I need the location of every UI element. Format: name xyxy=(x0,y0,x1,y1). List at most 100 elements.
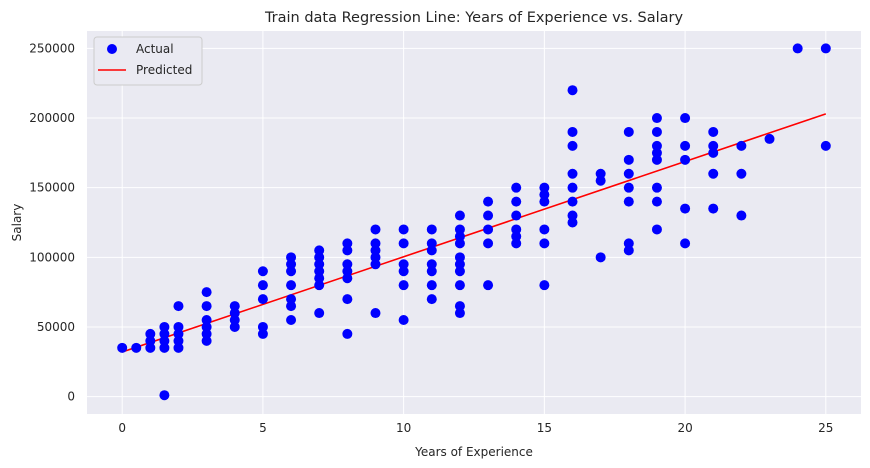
y-tick-labels: 0 50000 100000 150000 200000 250000 xyxy=(29,41,75,403)
scatter-point xyxy=(454,308,465,319)
scatter-point xyxy=(483,196,494,207)
legend-label-actual: Actual xyxy=(136,42,174,56)
scatter-point xyxy=(159,342,170,353)
y-tick-label: 100000 xyxy=(29,250,75,264)
scatter-point xyxy=(159,390,170,401)
scatter-point xyxy=(567,140,578,151)
scatter-point xyxy=(145,335,156,346)
scatter-point xyxy=(426,238,437,249)
scatter-point xyxy=(370,238,381,249)
y-axis-label: Salary xyxy=(10,204,24,242)
scatter-point xyxy=(651,224,662,235)
y-tick-label: 200000 xyxy=(29,111,75,125)
scatter-point xyxy=(820,43,831,54)
scatter-point xyxy=(708,168,719,179)
scatter-point xyxy=(820,140,831,151)
scatter-point xyxy=(567,196,578,207)
scatter-point xyxy=(286,266,297,277)
scatter-point xyxy=(623,245,634,256)
scatter-point xyxy=(398,224,409,235)
scatter-point xyxy=(567,168,578,179)
scatter-point xyxy=(257,321,268,332)
scatter-point xyxy=(651,196,662,207)
scatter-point xyxy=(257,266,268,277)
scatter-point xyxy=(370,308,381,319)
scatter-point xyxy=(651,140,662,151)
scatter-point xyxy=(314,259,325,270)
scatter-point xyxy=(651,154,662,165)
scatter-point xyxy=(342,273,353,284)
scatter-point xyxy=(567,182,578,193)
scatter-point xyxy=(736,140,747,151)
scatter-point xyxy=(173,321,184,332)
grid-lines xyxy=(87,31,861,414)
scatter-point xyxy=(342,238,353,249)
scatter-point xyxy=(708,203,719,214)
scatter-point xyxy=(454,280,465,291)
scatter-point xyxy=(201,321,212,332)
scatter-point xyxy=(511,210,522,221)
scatter-point xyxy=(623,168,634,179)
scatter-point xyxy=(370,245,381,256)
scatter-point xyxy=(483,210,494,221)
scatter-point xyxy=(792,43,803,54)
scatter-point xyxy=(426,245,437,256)
scatter-point xyxy=(483,280,494,291)
scatter-point xyxy=(511,182,522,193)
scatter-point xyxy=(623,196,634,207)
scatter-point xyxy=(595,168,606,179)
scatter-point xyxy=(159,335,170,346)
legend-scatter-marker xyxy=(107,44,117,54)
scatter-point xyxy=(286,314,297,325)
scatter-point xyxy=(370,224,381,235)
scatter-point xyxy=(145,328,156,339)
scatter-point xyxy=(511,196,522,207)
scatter-point xyxy=(426,259,437,270)
scatter-point xyxy=(567,85,578,96)
scatter-point xyxy=(229,314,240,325)
scatter-point xyxy=(595,175,606,186)
scatter-point xyxy=(159,321,170,332)
legend: Actual Predicted xyxy=(93,36,203,86)
scatter-point xyxy=(539,182,550,193)
scatter-point xyxy=(159,328,170,339)
scatter-point xyxy=(173,335,184,346)
scatter-point xyxy=(736,210,747,221)
scatter-point xyxy=(454,210,465,221)
scatter-point xyxy=(651,147,662,158)
x-tick-label: 5 xyxy=(259,421,267,435)
scatter-point xyxy=(539,189,550,200)
scatter-point xyxy=(342,266,353,277)
scatter-point xyxy=(426,266,437,277)
scatter-point xyxy=(680,238,691,249)
scatter-point xyxy=(286,252,297,263)
scatter-point xyxy=(567,126,578,137)
scatter-point xyxy=(651,182,662,193)
scatter-point xyxy=(201,287,212,298)
scatter-point xyxy=(454,238,465,249)
scatter-point xyxy=(539,280,550,291)
scatter-point xyxy=(257,294,268,305)
scatter-point xyxy=(483,238,494,249)
scatter-point xyxy=(286,301,297,312)
scatter-point xyxy=(426,294,437,305)
scatter-point xyxy=(708,126,719,137)
x-axis-label: Years of Experience xyxy=(414,445,533,459)
scatter-point xyxy=(708,147,719,158)
scatter-point xyxy=(651,126,662,137)
scatter-point xyxy=(539,224,550,235)
scatter-point xyxy=(145,342,156,353)
scatter-point xyxy=(680,140,691,151)
scatter-point xyxy=(286,259,297,270)
scatter-point xyxy=(257,328,268,339)
scatter-point xyxy=(454,266,465,277)
scatter-point xyxy=(398,314,409,325)
scatter-point xyxy=(426,224,437,235)
scatter-point xyxy=(342,328,353,339)
scatter-point xyxy=(454,224,465,235)
scatter-point xyxy=(342,259,353,270)
scatter-point xyxy=(398,266,409,277)
scatter-point xyxy=(257,280,268,291)
scatter-point xyxy=(201,314,212,325)
scatter-point xyxy=(708,140,719,151)
